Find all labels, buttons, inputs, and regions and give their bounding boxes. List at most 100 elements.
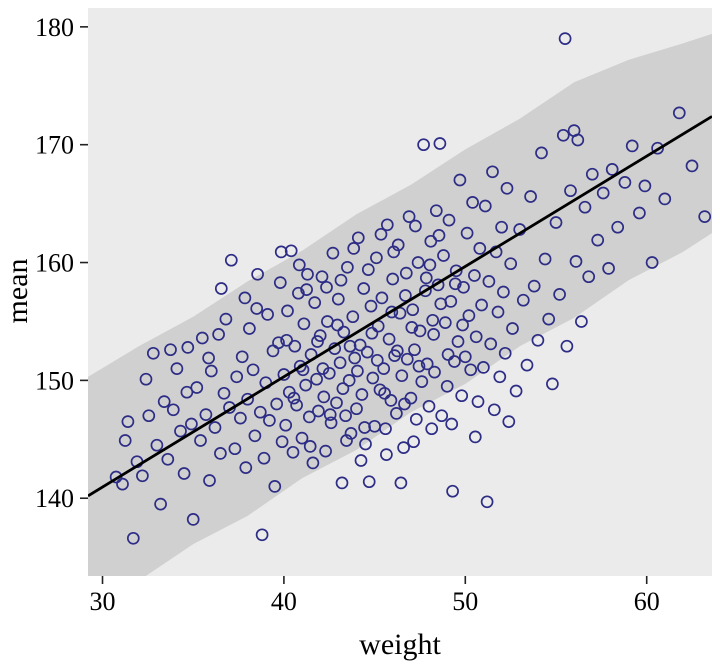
data-point	[238, 291, 252, 305]
data-point	[502, 415, 516, 428]
data-point	[428, 365, 441, 379]
data-point	[406, 303, 420, 317]
data-point	[605, 163, 619, 176]
data-point	[409, 412, 423, 426]
data-point	[246, 363, 260, 377]
data-point	[331, 292, 345, 306]
data-point	[335, 476, 349, 490]
data-point	[300, 283, 313, 296]
data-point	[263, 414, 276, 427]
data-point	[323, 408, 337, 421]
data-point	[362, 475, 376, 489]
data-point	[214, 447, 227, 460]
data-point	[170, 362, 184, 375]
data-point	[437, 249, 450, 262]
data-point	[241, 392, 254, 406]
data-point	[591, 233, 605, 247]
data-point	[164, 343, 177, 357]
data-point	[384, 394, 398, 407]
data-point	[399, 266, 413, 280]
data-point	[520, 358, 534, 372]
data-point	[549, 216, 563, 229]
data-point	[377, 362, 391, 375]
data-point	[366, 371, 380, 385]
data-point	[154, 497, 167, 511]
data-point	[471, 395, 485, 408]
data-point	[359, 437, 372, 451]
data-point	[274, 245, 288, 259]
data-point	[433, 137, 447, 150]
data-point	[453, 173, 467, 187]
data-point	[445, 417, 459, 431]
data-point	[582, 270, 596, 284]
data-point	[303, 440, 317, 453]
data-point	[253, 405, 267, 419]
data-point	[270, 397, 284, 411]
data-point	[315, 270, 329, 284]
data-point	[413, 324, 427, 338]
data-point	[330, 396, 343, 410]
data-point	[542, 312, 556, 326]
data-point	[342, 374, 356, 387]
data-point	[524, 190, 537, 203]
data-point	[645, 256, 659, 269]
data-point	[199, 408, 213, 421]
data-point	[618, 176, 632, 189]
data-point	[442, 213, 456, 227]
data-point	[370, 251, 383, 265]
data-point	[504, 257, 518, 271]
data-point	[380, 218, 394, 232]
data-point	[272, 336, 285, 350]
data-point	[292, 286, 305, 300]
data-point	[477, 361, 490, 374]
data-point	[288, 339, 302, 353]
data-point	[351, 231, 365, 245]
data-point	[685, 159, 699, 173]
data-point	[316, 362, 330, 375]
data-point	[230, 370, 244, 384]
data-point	[448, 355, 461, 368]
data-point	[150, 438, 164, 452]
data-point	[239, 461, 253, 474]
data-point	[139, 372, 153, 386]
data-point	[357, 282, 371, 295]
data-point	[475, 298, 488, 312]
data-point	[347, 242, 361, 255]
data-point	[302, 410, 316, 424]
data-point	[480, 495, 494, 509]
data-point	[166, 403, 180, 417]
data-point	[320, 280, 333, 294]
data-point	[625, 139, 639, 153]
data-point	[341, 260, 354, 274]
data-point	[313, 329, 327, 342]
data-point	[195, 331, 209, 345]
data-point	[658, 192, 672, 206]
data-point	[126, 531, 140, 545]
data-point	[261, 308, 274, 321]
data-point	[451, 335, 465, 348]
data-point	[448, 277, 462, 291]
data-point	[440, 379, 454, 393]
data-point	[385, 305, 399, 319]
data-point	[497, 285, 510, 299]
data-point	[419, 271, 433, 285]
data-point	[299, 378, 313, 392]
data-point	[390, 344, 404, 358]
data-point	[585, 167, 599, 181]
data-point	[311, 335, 324, 348]
data-point	[243, 322, 256, 335]
data-point	[575, 315, 588, 328]
y-tick-label: 150	[35, 366, 74, 395]
data-point	[638, 179, 652, 193]
data-point	[426, 313, 440, 327]
data-point	[324, 416, 338, 430]
data-point	[273, 276, 287, 289]
data-point	[203, 474, 216, 487]
data-point	[569, 255, 583, 268]
data-point	[402, 210, 416, 223]
data-point	[438, 316, 452, 329]
data-point	[531, 333, 545, 347]
data-point	[412, 359, 426, 373]
data-point	[174, 424, 187, 438]
